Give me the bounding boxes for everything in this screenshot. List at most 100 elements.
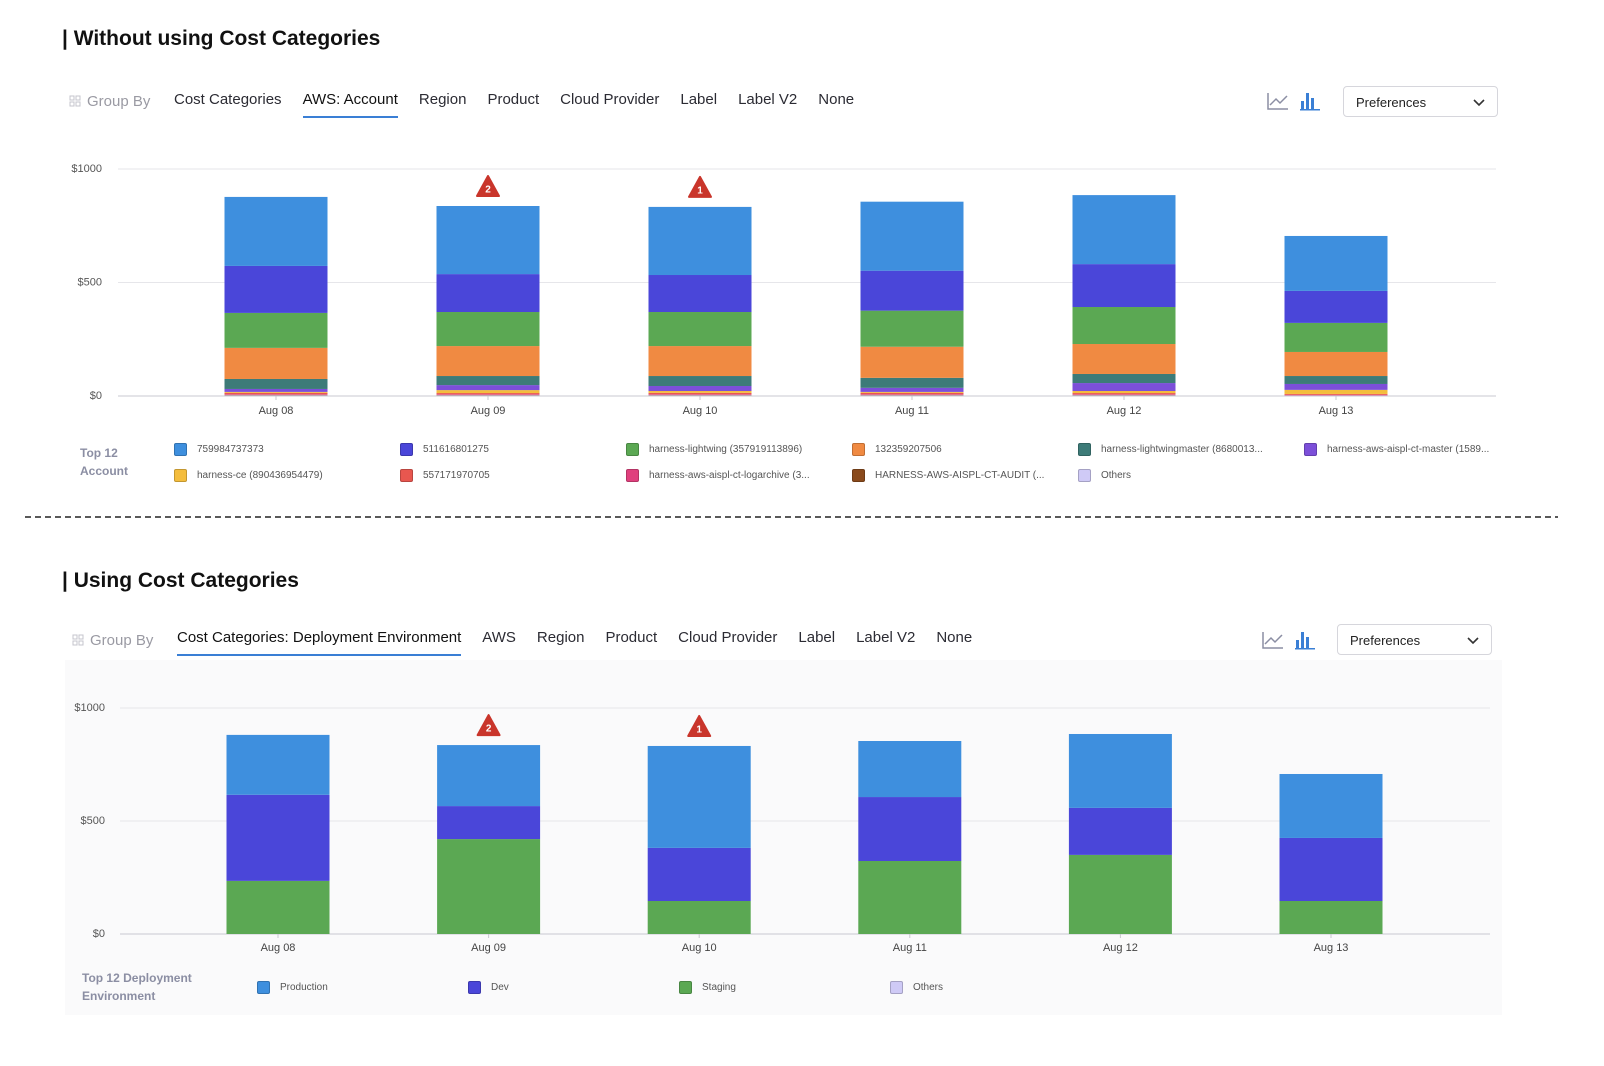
bar-segment: [1284, 393, 1388, 395]
bar-segment: [1279, 837, 1383, 902]
legend-item[interactable]: 511616801275: [400, 443, 489, 456]
bar-segment: [437, 745, 541, 807]
bar-segment: [860, 391, 964, 393]
legend-swatch: [1304, 443, 1317, 456]
legend-item[interactable]: HARNESS-AWS-AISPL-CT-AUDIT (...: [852, 469, 1044, 482]
bar-segment: [860, 310, 964, 347]
bar-segment: [1284, 351, 1388, 377]
tab[interactable]: Label: [680, 91, 718, 108]
tab[interactable]: AWS: Account: [302, 91, 398, 118]
tab[interactable]: Region: [536, 629, 585, 646]
legend-item[interactable]: 132359207506: [852, 443, 942, 456]
bar-segment: [648, 312, 752, 347]
legend-swatch: [852, 443, 865, 456]
tab[interactable]: None: [936, 629, 973, 646]
tab[interactable]: Label V2: [856, 629, 916, 646]
line-chart-icon[interactable]: [1262, 93, 1288, 649]
legend-item[interactable]: Others: [1078, 469, 1131, 482]
tab[interactable]: None: [818, 91, 855, 108]
bar-segment: [1279, 901, 1383, 934]
bar-segment: [224, 265, 328, 313]
x-tick-label: Aug 08: [259, 405, 294, 417]
legend-item[interactable]: 557171970705: [400, 469, 490, 482]
x-tick-label: Aug 11: [893, 942, 927, 954]
legend-item[interactable]: Staging: [679, 981, 736, 994]
legend-item[interactable]: harness-aws-aispl-ct-logarchive (3...: [626, 469, 810, 482]
anomaly-marker[interactable]: 2: [476, 175, 500, 198]
legend-swatch: [626, 469, 639, 482]
anomaly-marker[interactable]: 1: [687, 714, 712, 737]
chevron: [1473, 99, 1485, 107]
bar-segment: [1072, 344, 1176, 374]
legend-label: harness-lightwing (357919113896): [649, 444, 803, 455]
tab[interactable]: AWS: [482, 629, 516, 646]
bar-segment: [648, 346, 752, 377]
tab[interactable]: Product: [487, 91, 540, 108]
legend-item[interactable]: harness-lightwing (357919113896): [626, 443, 802, 456]
tab[interactable]: Label: [798, 629, 836, 646]
bar-segment: [224, 388, 328, 392]
legend-item[interactable]: Others: [890, 981, 943, 994]
bar-segment: [860, 346, 964, 378]
anomaly-count: 1: [697, 186, 703, 197]
tab[interactable]: Cost Categories: Deployment Environment: [177, 629, 462, 656]
bar-segment: [437, 839, 541, 934]
bar-segment: [648, 275, 752, 313]
anomaly-count: 2: [485, 185, 491, 196]
legend-item[interactable]: harness-lightwingmaster (8680013...: [1078, 443, 1263, 456]
bar-segment: [648, 391, 752, 393]
tab-bar: Cost Categories AWS: Account Region Product…: [174, 91, 854, 118]
legend-label: 132359207506: [875, 444, 942, 455]
tab[interactable]: Cost Categories: [174, 91, 282, 108]
legend-label: harness-aws-aispl-ct-master (1589...: [1327, 444, 1490, 455]
legend-item[interactable]: harness-aws-aispl-ct-master (1589...: [1304, 443, 1489, 456]
bar-segment: [436, 394, 540, 395]
bar-segment: [224, 347, 328, 379]
tab[interactable]: Product: [605, 629, 658, 646]
tab[interactable]: Cloud Provider: [678, 629, 778, 646]
bar-segment: [226, 734, 330, 795]
anomaly-marker[interactable]: 1: [688, 175, 712, 198]
legend-item[interactable]: harness-ce (890436954479): [174, 469, 323, 482]
bar-segment: [1072, 393, 1176, 395]
warning-icon: [476, 714, 501, 737]
bar-segment: [224, 395, 328, 396]
tab[interactable]: Cloud Provider: [560, 91, 660, 108]
bar-segment: [224, 394, 328, 395]
bar-segment: [648, 395, 752, 396]
preferences-dropdown[interactable]: Preferences: [1337, 624, 1492, 655]
bar-segment: [858, 861, 962, 934]
bar-segment: [1068, 807, 1172, 855]
bar-segment: [1284, 389, 1388, 394]
bar-segment: [224, 392, 328, 395]
preferences-dropdown[interactable]: Preferences: [1343, 86, 1498, 117]
bar-segment: [224, 378, 328, 389]
bar-segment: [648, 206, 752, 276]
bar-segment: [1072, 394, 1176, 395]
y-tick-label: $500: [81, 815, 105, 827]
legend-label: Others: [1101, 470, 1132, 481]
x-tick-label: Aug 09: [471, 405, 506, 417]
group-icon: [69, 95, 84, 646]
group-by-label: Group By: [87, 93, 151, 110]
bar-chart-icon[interactable]: [1295, 93, 1320, 650]
x-tick-label: Aug 10: [683, 405, 718, 417]
anomaly-marker[interactable]: 2: [476, 714, 501, 737]
legend-item[interactable]: Dev: [468, 981, 509, 994]
bar-segment: [436, 206, 540, 275]
tab[interactable]: Region: [418, 91, 467, 108]
bar-segment: [1068, 733, 1172, 808]
legend-item[interactable]: 759984737373: [174, 443, 264, 456]
bar-segment: [436, 385, 540, 391]
legend-label: harness-lightwingmaster (8680013...: [1101, 444, 1263, 455]
anomaly-count: 2: [486, 724, 492, 735]
tab[interactable]: Label V2: [738, 91, 798, 108]
legend-item[interactable]: Production: [257, 981, 328, 994]
legend-label: 511616801275: [423, 444, 489, 455]
legend-label: Others: [913, 982, 944, 993]
bar-segment: [860, 392, 964, 395]
bar-segment: [648, 394, 752, 395]
legend-label: 759984737373: [197, 444, 264, 455]
section-heading: | Using Cost Categories: [62, 569, 299, 592]
